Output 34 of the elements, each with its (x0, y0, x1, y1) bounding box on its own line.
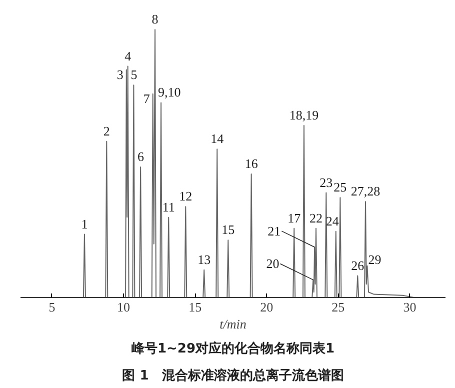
annotation: 13 (198, 252, 211, 267)
annotation: 11 (162, 199, 175, 214)
x-tick-label: 10 (117, 300, 130, 314)
annotation: 27,28 (350, 184, 380, 199)
annotation: 6 (138, 149, 145, 164)
annotation: 17 (288, 210, 302, 226)
annotation: 21 (268, 224, 281, 239)
annotation: 8 (152, 12, 158, 27)
text: 峰号1~29对应的化合物名称同表1 (131, 340, 335, 356)
annotation: 4 (124, 48, 132, 64)
annotation: 15 (222, 222, 235, 238)
annotation: 26 (351, 258, 365, 273)
x-tick-label: 5 (48, 300, 56, 314)
annotation: 14 (210, 131, 224, 146)
annotation: 3 (116, 66, 124, 82)
annotation: 2 (103, 123, 110, 138)
annotation: 5 (130, 67, 138, 82)
annotation: 7 (143, 90, 150, 106)
annotation: 22 (309, 210, 322, 226)
x-tick-label: 30 (403, 300, 416, 314)
annotation: 12 (179, 188, 192, 204)
annotation: 25 (334, 180, 347, 195)
text: 图 1 混合标准溶液的总离子流色谱图 (122, 368, 344, 384)
x-tick-label: 25 (332, 300, 345, 314)
x-tick-label: 15 (188, 300, 202, 314)
annotation: 23 (320, 174, 333, 190)
x-axis-title: t/min (220, 316, 246, 332)
annotation: 18,19 (289, 108, 319, 123)
annotation: 16 (244, 156, 258, 172)
annotation: 29 (368, 252, 382, 267)
x-tick-label: 20 (260, 300, 274, 314)
annotation: 1 (81, 216, 88, 232)
annotation: 9,10 (158, 84, 181, 100)
annotation: 20 (266, 256, 280, 272)
